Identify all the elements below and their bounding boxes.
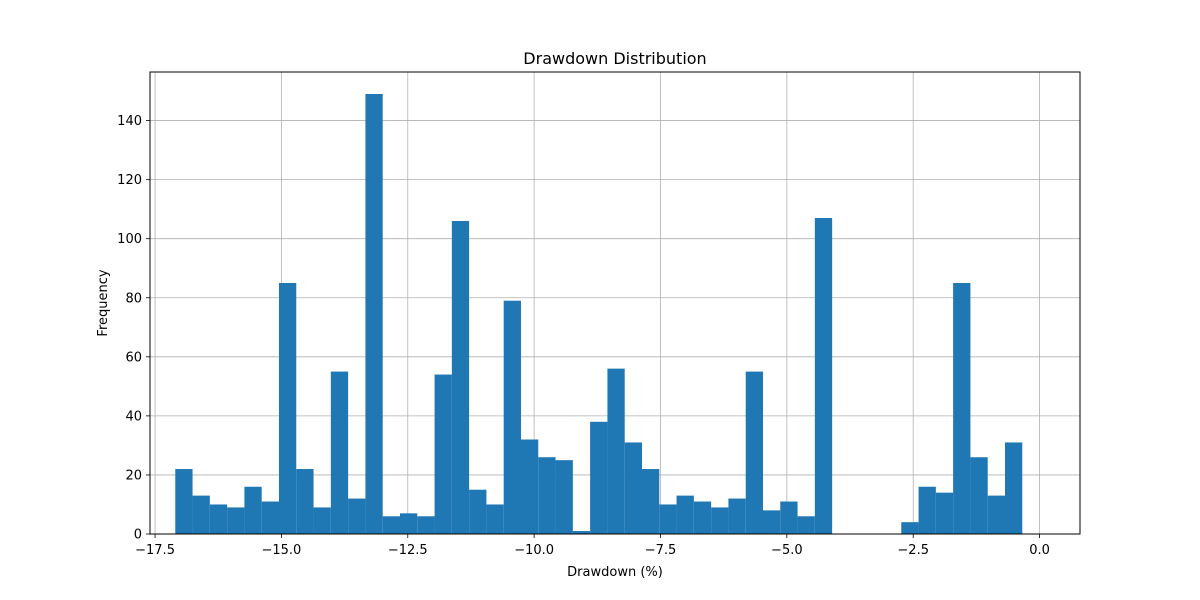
x-tick-label: 0.0 bbox=[1029, 543, 1050, 558]
histogram-bar bbox=[261, 501, 279, 534]
histogram-bar bbox=[175, 469, 193, 534]
x-tick-label: −7.5 bbox=[645, 543, 677, 558]
histogram-bar bbox=[745, 371, 763, 534]
histogram-bar bbox=[711, 507, 729, 534]
histogram-bar bbox=[918, 486, 936, 534]
y-tick-label: 0 bbox=[134, 528, 142, 543]
histogram-bar bbox=[624, 442, 642, 534]
histogram-bar bbox=[227, 507, 245, 534]
x-tick-label: −15.0 bbox=[261, 543, 301, 558]
x-tick-label: −12.5 bbox=[388, 543, 428, 558]
chart-title: Drawdown Distribution bbox=[523, 49, 706, 68]
x-tick-label: −10.0 bbox=[514, 543, 554, 558]
histogram-bar bbox=[814, 218, 833, 534]
plot-frame bbox=[149, 71, 1081, 535]
histogram-bar bbox=[503, 300, 521, 534]
x-tick-label: −17.5 bbox=[135, 543, 175, 558]
histogram-bar bbox=[607, 368, 625, 534]
y-axis-ticks: 0 20 40 60 80 100 120 140 bbox=[117, 114, 150, 543]
y-tick-label: 120 bbox=[117, 173, 142, 188]
histogram-bar bbox=[520, 439, 539, 534]
y-tick-label: 20 bbox=[125, 468, 142, 483]
y-tick-label: 60 bbox=[125, 350, 142, 365]
histogram-bar bbox=[451, 220, 470, 534]
histogram-bar bbox=[209, 504, 228, 534]
histogram-bar bbox=[278, 282, 297, 534]
y-tick-label: 140 bbox=[117, 114, 142, 129]
histogram-bar bbox=[296, 469, 314, 534]
histogram-bar bbox=[538, 457, 556, 534]
histogram-bar bbox=[348, 498, 366, 534]
histogram-bar bbox=[901, 522, 919, 534]
histogram-bar bbox=[728, 498, 746, 534]
histogram-bar bbox=[797, 516, 815, 534]
histogram-bar bbox=[399, 513, 418, 534]
histogram-bar bbox=[987, 495, 1005, 534]
histogram-bar bbox=[762, 510, 781, 534]
y-axis-label: Frequency bbox=[96, 269, 111, 336]
y-tick-label: 80 bbox=[125, 291, 142, 306]
histogram-bar bbox=[417, 516, 435, 534]
histogram-bar bbox=[469, 489, 487, 534]
histogram-bar bbox=[572, 531, 591, 534]
x-axis-label: Drawdown (%) bbox=[567, 565, 663, 580]
histogram-bar bbox=[313, 507, 331, 534]
y-tick-label: 40 bbox=[125, 409, 142, 424]
histogram-bar bbox=[590, 421, 608, 534]
histogram-bar bbox=[1004, 442, 1023, 534]
histogram-bar bbox=[780, 501, 798, 534]
x-tick-label: −2.5 bbox=[897, 543, 929, 558]
x-tick-label: −5.0 bbox=[771, 543, 803, 558]
x-axis-ticks: −17.5 −15.0 −12.5 −10.0 −7.5 −5.0 −2.5 0.0 bbox=[135, 534, 1050, 558]
histogram-bar bbox=[555, 460, 573, 534]
histogram-bar bbox=[382, 516, 400, 534]
y-tick-label: 100 bbox=[117, 232, 142, 247]
histogram-bar bbox=[192, 495, 210, 534]
histogram-bar bbox=[244, 486, 262, 534]
histogram-bar bbox=[953, 282, 971, 534]
histogram-bar bbox=[486, 504, 504, 534]
histogram-bar bbox=[693, 501, 712, 534]
histogram-bar bbox=[434, 374, 452, 534]
histogram-bars bbox=[175, 94, 1023, 534]
histogram-bar bbox=[935, 492, 954, 534]
histogram-bar bbox=[641, 469, 660, 534]
histogram-bar bbox=[970, 457, 988, 534]
histogram-bar bbox=[365, 94, 383, 534]
histogram-bar bbox=[330, 371, 349, 534]
histogram-bar bbox=[676, 495, 694, 534]
histogram-bar bbox=[659, 504, 677, 534]
